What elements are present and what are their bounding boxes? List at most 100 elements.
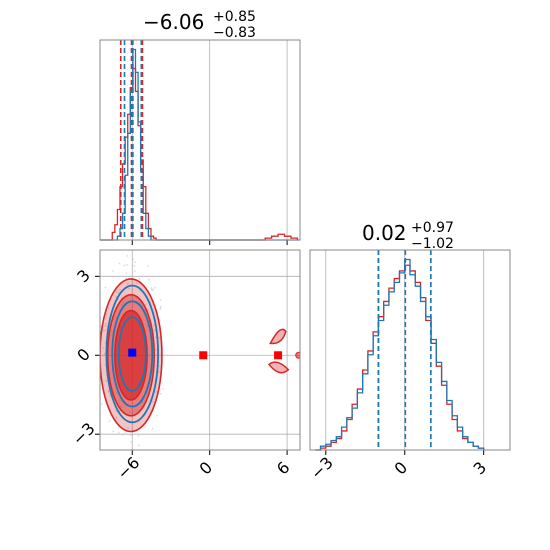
joint-sample-point bbox=[103, 330, 105, 333]
hist2-hist-series-0 bbox=[315, 264, 485, 451]
hist2-xtick-label: 0 bbox=[391, 458, 412, 479]
joint-ytick-label: −3 bbox=[69, 419, 99, 449]
joint-sample-point bbox=[159, 305, 162, 308]
joint-marker-2 bbox=[274, 351, 283, 360]
joint-sample-point bbox=[154, 348, 157, 351]
title-param-2-main: 0.02 bbox=[362, 221, 407, 245]
joint-xtick-label: −6 bbox=[113, 453, 143, 483]
joint-sample-point bbox=[115, 291, 118, 294]
hist2-xtick-label: 3 bbox=[469, 458, 490, 479]
joint-marker-1 bbox=[199, 351, 208, 360]
joint-sample-point bbox=[118, 410, 121, 412]
joint-sample-point bbox=[105, 313, 108, 316]
joint-sample-point bbox=[138, 277, 141, 280]
joint-sample-point bbox=[129, 411, 131, 413]
joint-sample-point bbox=[124, 432, 126, 435]
joint-sample-point bbox=[121, 434, 124, 436]
joint-sample-point bbox=[138, 301, 141, 304]
joint-sample-point bbox=[102, 346, 104, 349]
title-param-2: 0.02 +0.97 −1.02 bbox=[362, 220, 454, 252]
title-param-1-sup: +0.85 bbox=[213, 9, 256, 25]
joint-sample-point bbox=[159, 299, 162, 301]
joint-sample-point bbox=[156, 414, 158, 417]
joint-sample-point bbox=[152, 324, 155, 327]
title-param-2-sup: +0.97 bbox=[411, 220, 454, 236]
joint-sample-point bbox=[128, 287, 130, 290]
joint-sample-point bbox=[150, 288, 153, 291]
joint-sample-point bbox=[137, 444, 140, 447]
joint-sample-point bbox=[140, 405, 143, 408]
title-param-1-sub: −0.83 bbox=[213, 25, 256, 41]
joint-sample-point bbox=[125, 272, 128, 275]
joint-sample-point bbox=[137, 434, 140, 437]
joint-sample-point bbox=[134, 261, 136, 263]
title-param-1-main: −6.06 bbox=[143, 10, 204, 34]
joint-sample-point bbox=[115, 416, 118, 419]
joint-sample-point bbox=[112, 269, 115, 272]
joint-sample-point bbox=[142, 275, 144, 278]
joint-sample-point bbox=[120, 406, 123, 409]
joint-ytick-label: 3 bbox=[73, 266, 94, 287]
joint-sample-point bbox=[154, 286, 157, 289]
joint-sample-point bbox=[125, 277, 127, 280]
joint-sample-point bbox=[127, 427, 129, 430]
joint-sample-point bbox=[135, 281, 138, 284]
joint-sample-point bbox=[141, 401, 144, 404]
joint-sample-point bbox=[105, 329, 107, 332]
joint-sample-point bbox=[162, 388, 165, 391]
joint-xtick-label: 6 bbox=[273, 458, 294, 479]
joint-sample-point bbox=[126, 255, 129, 257]
joint-sample-point bbox=[107, 389, 110, 392]
joint-sample-point bbox=[119, 289, 121, 292]
joint-sample-point bbox=[104, 286, 107, 289]
hist1-hist-series-1 bbox=[100, 48, 300, 241]
joint-sample-point bbox=[104, 324, 107, 327]
joint-xtick-label: 0 bbox=[195, 458, 216, 479]
joint-sample-point bbox=[118, 402, 121, 405]
joint-sample-point bbox=[97, 326, 99, 328]
joint-contour-red-blob-lower bbox=[267, 361, 290, 374]
joint-sample-point bbox=[117, 298, 120, 301]
joint-sample-point bbox=[135, 409, 138, 412]
joint-sample-point bbox=[131, 434, 134, 437]
hist2-xtick-label: −3 bbox=[307, 453, 337, 483]
joint-sample-point bbox=[100, 403, 103, 405]
joint-sample-point bbox=[146, 265, 149, 268]
joint-sample-point bbox=[96, 331, 98, 333]
joint-sample-point bbox=[117, 427, 120, 429]
joint-contour-blue-0 bbox=[105, 284, 159, 424]
joint-sample-point bbox=[111, 330, 114, 333]
joint-sample-point bbox=[144, 303, 147, 306]
joint-sample-point bbox=[115, 392, 118, 394]
joint-sample-point bbox=[96, 379, 98, 381]
joint-contour-red-blob-upper bbox=[269, 328, 287, 345]
joint-sample-point bbox=[147, 308, 150, 311]
hist1-hist-series-0 bbox=[100, 67, 299, 241]
joint-contour-red-blob-edge bbox=[295, 351, 300, 359]
joint-sample-point bbox=[108, 420, 111, 423]
joint-sample-point bbox=[107, 307, 110, 310]
joint-sample-point bbox=[120, 303, 123, 306]
joint-sample-point bbox=[118, 262, 121, 265]
joint-sample-point bbox=[152, 288, 155, 291]
joint-sample-point bbox=[153, 329, 156, 332]
joint-sample-point bbox=[130, 440, 132, 443]
joint-sample-point bbox=[158, 371, 160, 373]
joint-sample-point bbox=[105, 322, 107, 325]
joint-sample-point bbox=[133, 270, 136, 273]
joint-ytick-label: 0 bbox=[73, 345, 94, 366]
joint-sample-point bbox=[105, 379, 107, 382]
title-param-2-sub: −1.02 bbox=[411, 236, 454, 252]
joint-sample-point bbox=[154, 336, 157, 338]
hist1-frame bbox=[99, 39, 301, 241]
title-param-1: −6.06 +0.85 −0.83 bbox=[143, 9, 256, 41]
joint-sample-point bbox=[113, 318, 115, 321]
joint-contour-blue-1 bbox=[111, 300, 154, 408]
joint-sample-point bbox=[103, 352, 106, 355]
hist2-hist-series-1 bbox=[315, 258, 485, 451]
hist2-frame bbox=[309, 249, 511, 451]
joint-sample-point bbox=[132, 258, 135, 260]
joint-contour-blue-2 bbox=[117, 316, 147, 392]
joint-sample-point bbox=[97, 375, 99, 377]
